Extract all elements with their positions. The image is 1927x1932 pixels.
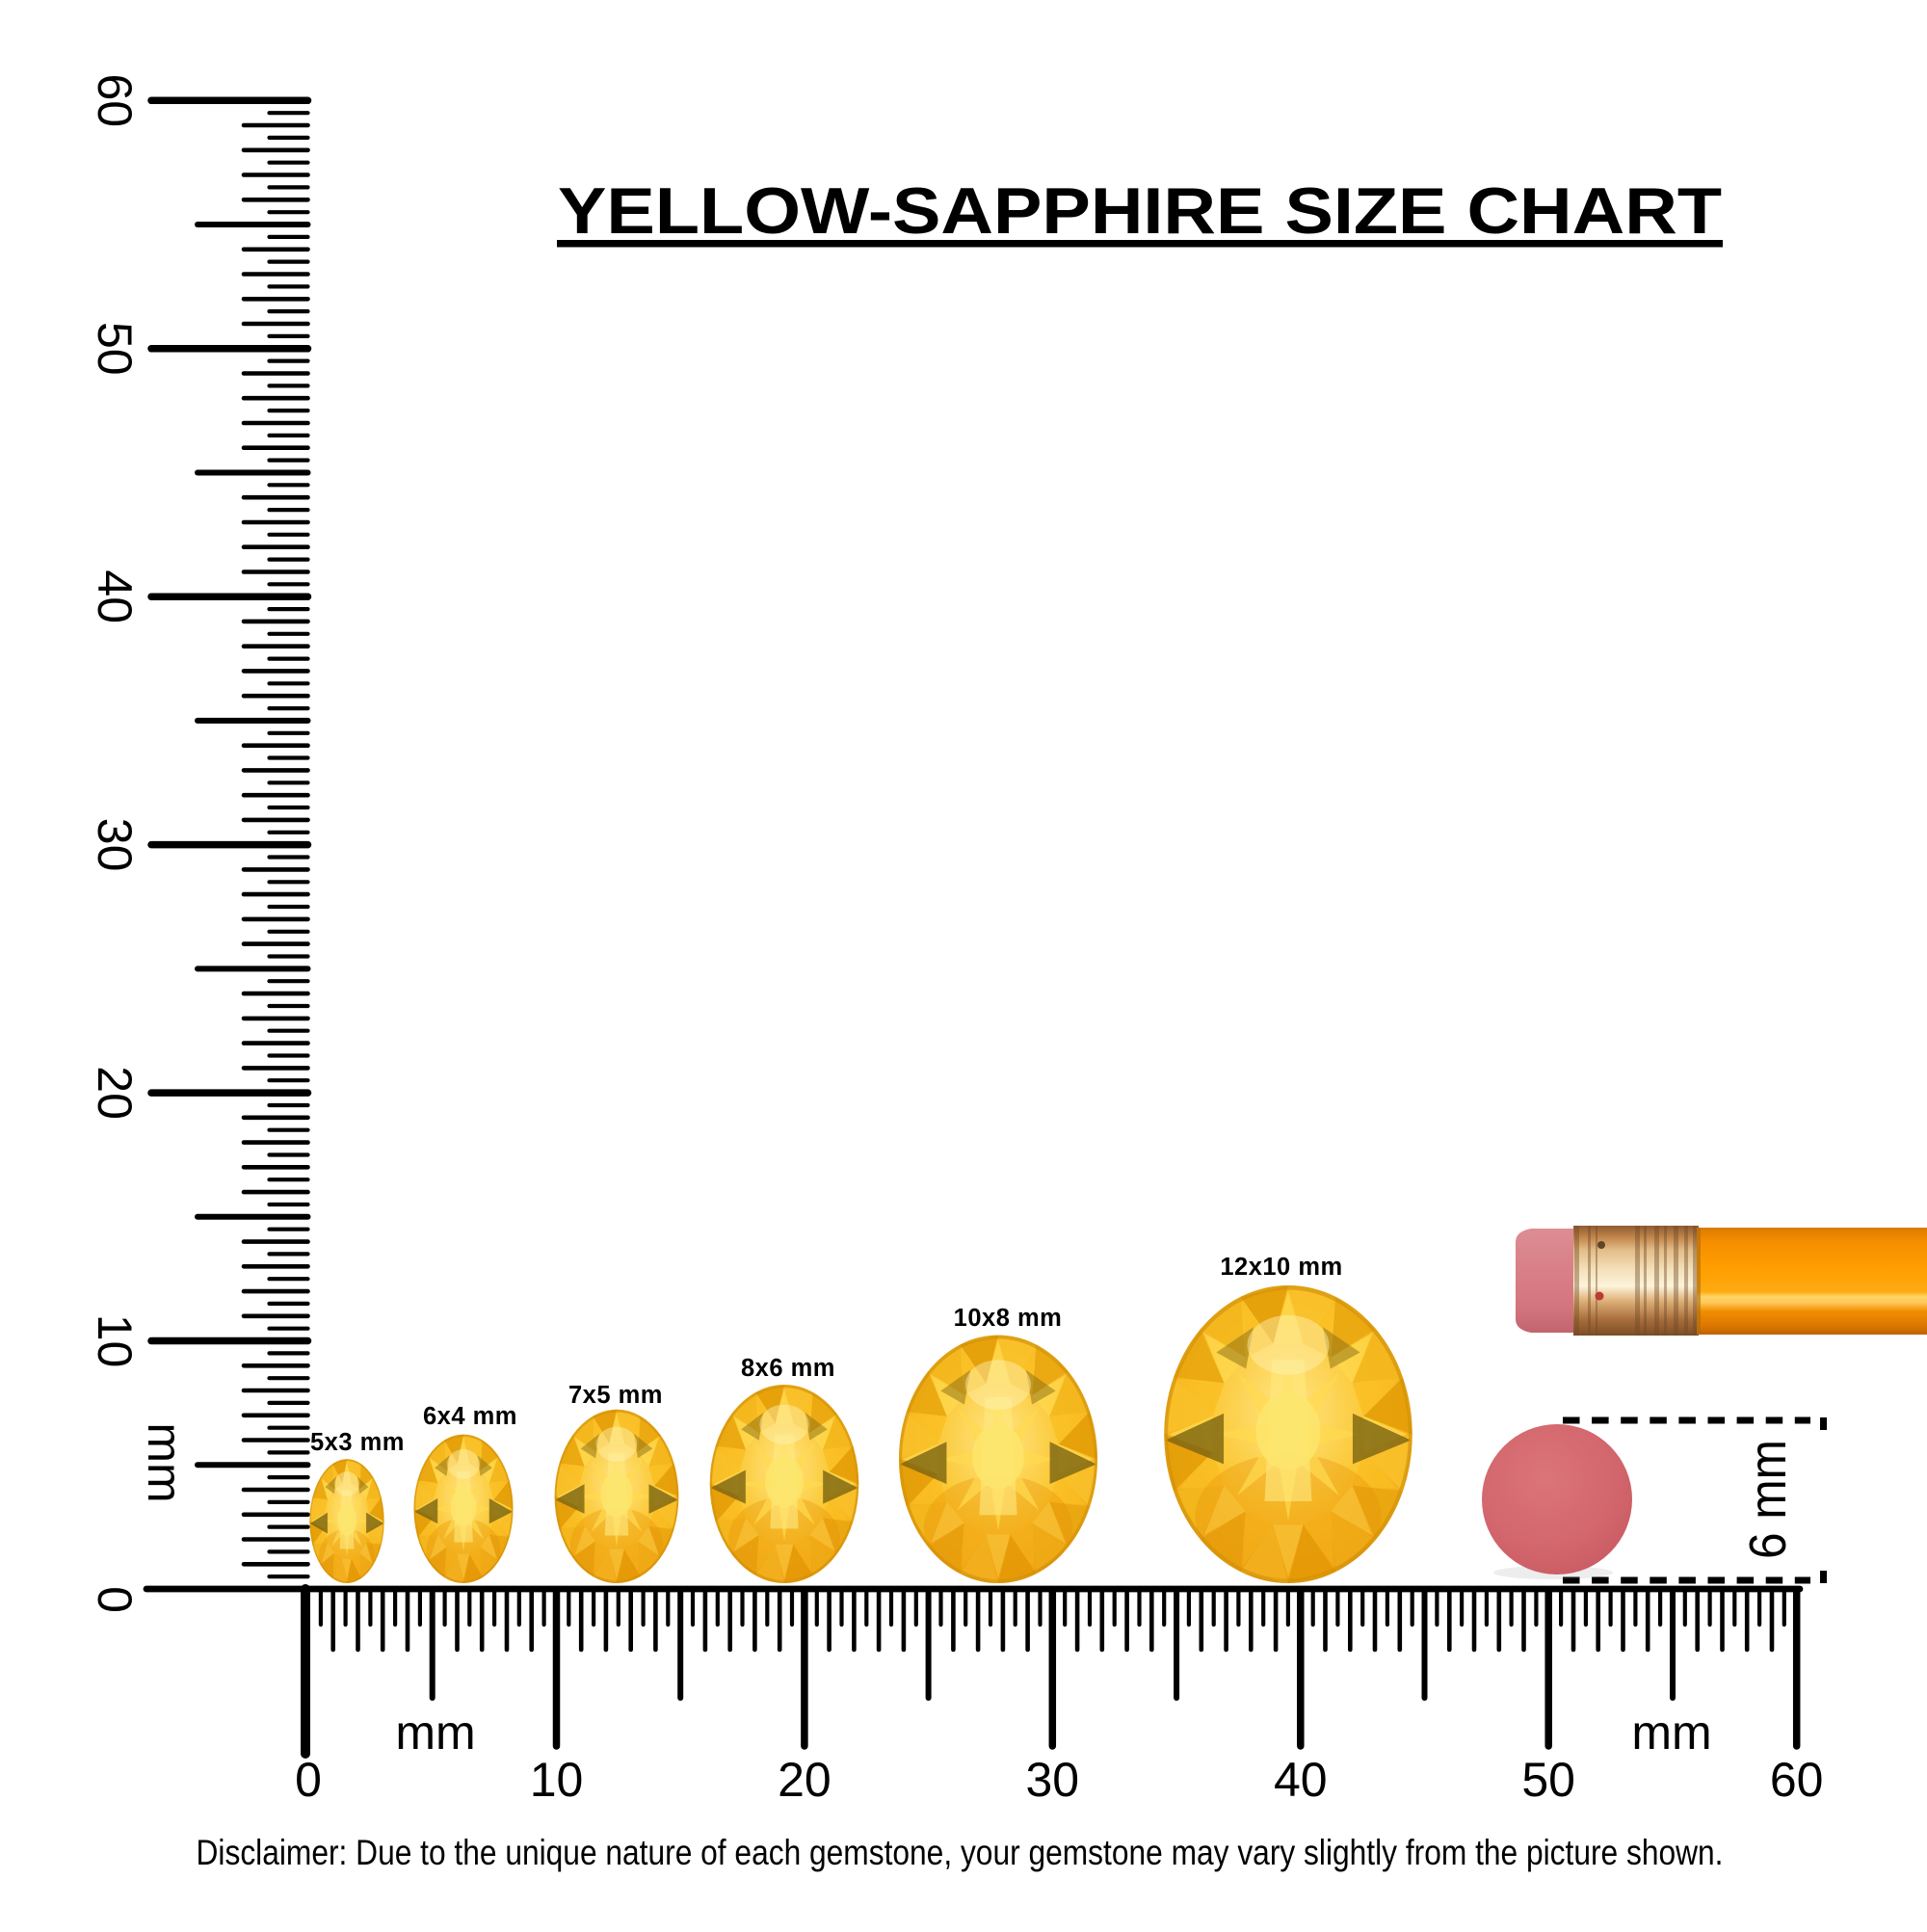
svg-text:6 mm: 6 mm xyxy=(1739,1440,1797,1559)
svg-text:60: 60 xyxy=(1770,1753,1824,1807)
svg-text:mm: mm xyxy=(395,1706,475,1760)
svg-text:8x6 mm: 8x6 mm xyxy=(741,1355,835,1382)
svg-text:20: 20 xyxy=(778,1753,832,1807)
svg-text:40: 40 xyxy=(88,569,142,623)
svg-text:40: 40 xyxy=(1274,1753,1328,1807)
svg-text:50: 50 xyxy=(1521,1753,1575,1807)
svg-text:YELLOW-SAPPHIRE SIZE CHART: YELLOW-SAPPHIRE SIZE CHART xyxy=(558,174,1722,248)
svg-text:30: 30 xyxy=(88,818,142,872)
svg-text:6x4 mm: 6x4 mm xyxy=(423,1403,517,1430)
svg-text:0: 0 xyxy=(88,1586,142,1613)
svg-text:20: 20 xyxy=(88,1066,142,1120)
svg-text:60: 60 xyxy=(88,73,142,127)
svg-text:5x3 mm: 5x3 mm xyxy=(310,1429,405,1456)
svg-text:Disclaimer: Due to the unique: Disclaimer: Due to the unique nature of … xyxy=(197,1833,1724,1872)
svg-text:50: 50 xyxy=(88,322,142,376)
svg-text:30: 30 xyxy=(1025,1753,1079,1807)
svg-text:0: 0 xyxy=(295,1753,322,1807)
svg-text:mm: mm xyxy=(138,1422,192,1502)
svg-text:10: 10 xyxy=(88,1314,142,1368)
svg-text:10x8 mm: 10x8 mm xyxy=(954,1305,1063,1332)
svg-text:10: 10 xyxy=(530,1753,584,1807)
svg-text:7x5 mm: 7x5 mm xyxy=(568,1382,663,1409)
svg-text:mm: mm xyxy=(1631,1706,1711,1760)
svg-text:12x10 mm: 12x10 mm xyxy=(1220,1254,1342,1281)
